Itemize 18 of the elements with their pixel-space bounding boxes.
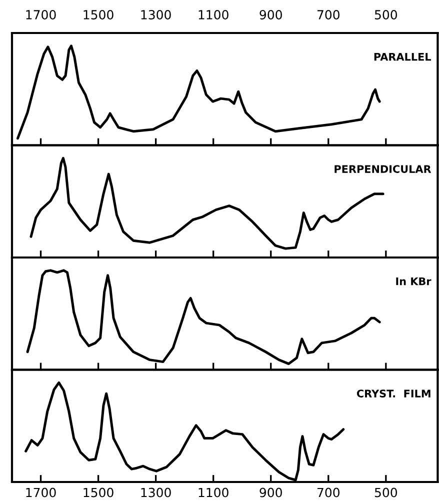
x-tick-label: 700	[317, 10, 340, 20]
annotation: PARALLEL	[374, 52, 432, 61]
annotation: PERPENDICULAR	[334, 165, 432, 173]
x-tick-label: 1500	[84, 10, 114, 20]
x-tick-label: 1300	[141, 10, 171, 20]
annotation: In KBr	[396, 277, 432, 286]
x-tick-label: 1500	[84, 488, 114, 498]
x-tick-label: 900	[260, 488, 282, 498]
x-tick-label: 700	[317, 488, 340, 498]
x-tick-label: 900	[260, 10, 282, 20]
x-tick-label: 1100	[198, 488, 228, 498]
x-tick-label: 500	[374, 10, 398, 20]
x-tick-label: 1100	[198, 10, 228, 20]
x-tick-label: 500	[374, 488, 398, 498]
x-tick-label: 1700	[26, 488, 56, 498]
annotation: CRYST. FILM	[356, 390, 430, 398]
x-tick-label: 1300	[141, 488, 171, 498]
x-tick-label: 1700	[26, 10, 56, 20]
